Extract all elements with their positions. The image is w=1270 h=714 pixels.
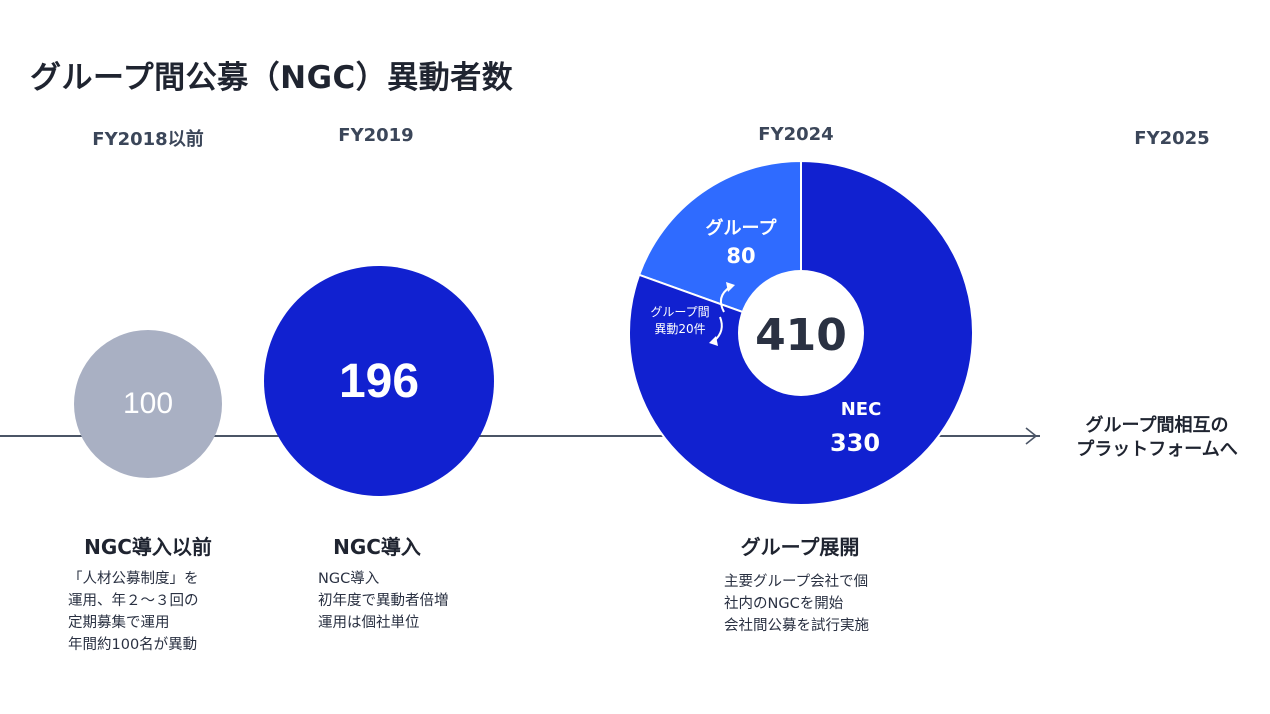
- exchange-arrows-icon: [709, 282, 735, 346]
- transfer-annotation-line1: グループ間: [650, 305, 709, 319]
- donut-chart-fy2024: 410 グループ 80 NEC 330 グループ間 異動20件: [628, 159, 974, 506]
- next-stage-label: グループ間相互の プラットフォームへ: [1076, 415, 1238, 460]
- year-label-fy2024: FY2024: [758, 124, 834, 145]
- bubble-fy2018-value: 100: [122, 387, 174, 420]
- year-label-fy2019: FY2019: [338, 125, 414, 146]
- timeline-arrowhead-icon: [1025, 427, 1038, 445]
- year-label-fy2025: FY2025: [1134, 128, 1210, 149]
- slice-label-nec-name: NEC: [841, 399, 882, 420]
- timeline-axis: [0, 435, 1040, 437]
- bubble-fy2018: 100: [74, 330, 222, 478]
- transfer-annotation-line2: 異動20件: [654, 322, 705, 336]
- stage-desc-ngc-intro: NGC導入 初年度で異動者倍増 運用は個社単位: [318, 571, 449, 631]
- slice-label-nec-value: 330: [830, 429, 880, 457]
- stage-title-ngc-intro: NGC導入: [333, 535, 421, 559]
- donut-center-hole: [738, 270, 864, 396]
- donut-total-label: 410: [755, 310, 847, 361]
- year-label-fy2018: FY2018以前: [92, 129, 204, 150]
- stage-title-group-expansion: グループ展開: [740, 535, 860, 559]
- stage-title-pre-ngc: NGC導入以前: [84, 535, 212, 559]
- stage-desc-pre-ngc: 「人材公募制度」を 運用、年２～３回の 定期募集で運用 年間約100名が異動: [68, 571, 199, 653]
- slice-label-group-value: 80: [726, 244, 755, 268]
- slice-label-group-name: グループ: [706, 217, 778, 239]
- stage-desc-group-expansion: 主要グループ会社で個 社内のNGCを開始 会社間公募を試行実施: [724, 574, 869, 634]
- page-title: グループ間公募（NGC）異動者数: [30, 60, 514, 96]
- bubble-fy2019: 196: [264, 266, 494, 496]
- bubble-fy2019-value: 196: [338, 354, 420, 408]
